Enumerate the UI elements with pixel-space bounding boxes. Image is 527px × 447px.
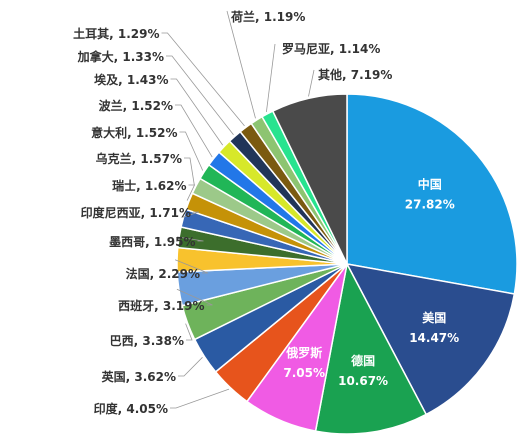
slice-label-value: 27.82%	[405, 198, 455, 212]
pie-slice-slice-1	[345, 262, 516, 416]
slice-label: 乌克兰, 1.57%	[96, 151, 182, 166]
slice-label: 墨西哥, 1.95%	[109, 235, 195, 249]
slice-label-name: 俄罗斯	[285, 345, 322, 360]
slice-label-value: 10.67%	[338, 374, 388, 388]
slice-label: 波兰, 1.52%	[99, 98, 173, 113]
slices-layer	[176, 93, 518, 435]
slice-label: 法国, 2.29%	[126, 266, 200, 281]
slice-label: 加拿大, 1.33%	[77, 49, 164, 64]
leader-line	[179, 131, 204, 171]
leader-line	[166, 55, 234, 136]
slice-label: 瑞士, 1.62%	[112, 178, 186, 193]
leader-line	[170, 78, 224, 146]
leader-line	[170, 388, 230, 409]
slice-label: 土耳其, 1.29%	[73, 26, 159, 41]
leader-line	[161, 32, 245, 127]
pie-slice-slice-20	[271, 93, 348, 265]
leader-line	[186, 184, 196, 201]
slice-label: 埃及, 1.43%	[94, 72, 168, 87]
pie-slice-slice-2	[314, 261, 428, 435]
leader-line	[174, 259, 209, 274]
leader-line	[185, 323, 193, 341]
leader-line	[177, 236, 204, 242]
slice-label: 英国, 3.62%	[102, 369, 176, 384]
slice-label: 意大利, 1.52%	[91, 125, 177, 140]
leader-line	[266, 43, 276, 113]
leader-lines-layer	[161, 10, 315, 409]
slice-label: 其他, 7.19%	[318, 67, 392, 82]
slice-label: 印度尼西亚, 1.71%	[81, 205, 191, 220]
slice-label-name: 美国	[422, 310, 446, 325]
slice-label-value: 14.47%	[409, 331, 459, 345]
leader-line	[184, 157, 195, 185]
pie-slice-slice-0	[346, 93, 518, 295]
leader-line	[226, 10, 256, 119]
slice-label-name: 德国	[351, 353, 375, 368]
slice-label: 巴西, 3.38%	[110, 334, 184, 348]
slice-label-name: 中国	[418, 177, 442, 192]
labels-layer: 中国 27.82% 美国 14.47% 德国 10.67% 俄罗斯 7.05% 印度, 4.05…	[73, 9, 459, 416]
slice-label: 西班牙, 3.19%	[118, 298, 204, 313]
leader-line	[308, 69, 315, 97]
leader-line	[181, 211, 200, 218]
leader-line	[176, 288, 213, 306]
leader-line	[178, 357, 203, 377]
slice-label: 印度, 4.05%	[94, 401, 168, 416]
slice-label: 罗马尼亚, 1.14%	[282, 41, 380, 56]
slice-label: 荷兰, 1.19%	[230, 9, 305, 24]
slice-label-value: 7.05%	[283, 366, 325, 380]
leader-line	[175, 104, 213, 158]
